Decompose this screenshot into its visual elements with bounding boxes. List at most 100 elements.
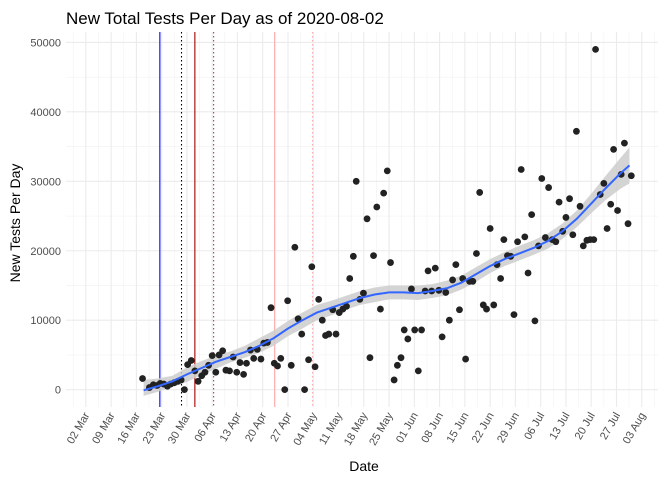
data-point bbox=[545, 184, 553, 191]
data-point bbox=[343, 302, 350, 310]
data-point bbox=[370, 252, 377, 260]
data-point bbox=[187, 357, 195, 364]
data-point bbox=[243, 359, 250, 367]
data-point bbox=[390, 376, 398, 384]
data-point bbox=[521, 233, 529, 241]
data-point bbox=[301, 386, 308, 394]
data-point bbox=[555, 198, 563, 206]
data-point bbox=[566, 195, 573, 203]
data-point bbox=[483, 305, 490, 313]
chart-title: New Total Tests Per Day as of 2020-08-02 bbox=[66, 9, 384, 28]
data-point bbox=[614, 207, 621, 214]
data-point bbox=[194, 377, 202, 385]
data-point bbox=[236, 359, 244, 366]
data-point bbox=[226, 367, 233, 375]
data-point bbox=[473, 250, 480, 257]
data-point bbox=[298, 330, 306, 338]
data-point bbox=[373, 203, 381, 211]
data-point bbox=[383, 167, 391, 175]
data-point bbox=[411, 326, 419, 334]
data-point bbox=[500, 236, 508, 244]
data-point bbox=[377, 305, 384, 313]
data-point bbox=[590, 236, 598, 244]
data-point bbox=[360, 289, 367, 297]
data-point bbox=[552, 238, 560, 246]
y-axis-label: New Tests Per Day bbox=[7, 164, 23, 283]
data-point bbox=[408, 285, 415, 293]
data-point bbox=[139, 375, 146, 382]
data-point bbox=[528, 211, 536, 219]
data-point bbox=[287, 361, 295, 369]
data-point bbox=[449, 276, 456, 284]
data-point bbox=[592, 45, 599, 53]
data-point bbox=[208, 352, 216, 360]
data-point bbox=[418, 326, 425, 334]
data-point bbox=[573, 127, 580, 135]
y-tick-label: 50000 bbox=[30, 37, 61, 49]
data-point bbox=[181, 386, 188, 394]
data-point bbox=[431, 264, 439, 272]
y-tick-label: 30000 bbox=[30, 176, 61, 188]
data-point bbox=[569, 231, 577, 239]
data-point bbox=[404, 335, 412, 343]
data-point bbox=[212, 368, 220, 376]
data-point bbox=[624, 220, 632, 228]
data-point bbox=[531, 317, 539, 325]
data-point bbox=[452, 261, 460, 269]
data-point bbox=[311, 363, 319, 371]
y-tick-label: 20000 bbox=[30, 246, 61, 258]
data-point bbox=[538, 175, 546, 182]
data-point bbox=[346, 275, 354, 282]
data-point bbox=[610, 145, 617, 153]
data-point bbox=[315, 295, 323, 303]
data-point bbox=[476, 189, 484, 196]
data-point bbox=[486, 225, 494, 232]
data-point bbox=[284, 297, 292, 305]
data-point bbox=[267, 304, 275, 312]
data-point bbox=[617, 170, 625, 178]
data-point bbox=[387, 259, 394, 266]
data-point bbox=[576, 202, 584, 210]
data-point bbox=[627, 172, 635, 180]
data-point bbox=[281, 386, 289, 394]
data-point bbox=[352, 177, 360, 185]
data-point bbox=[514, 238, 521, 246]
data-point bbox=[562, 214, 570, 221]
data-point bbox=[291, 243, 299, 251]
data-point bbox=[363, 215, 371, 223]
data-point bbox=[240, 370, 248, 378]
data-point bbox=[456, 306, 463, 314]
data-point bbox=[400, 326, 408, 334]
data-point bbox=[308, 263, 316, 271]
data-point bbox=[414, 367, 422, 375]
data-point bbox=[250, 354, 258, 362]
y-tick-label: 0 bbox=[55, 385, 61, 397]
data-point bbox=[233, 368, 241, 376]
data-point bbox=[469, 277, 477, 285]
data-point bbox=[219, 347, 227, 355]
trend-line bbox=[143, 164, 631, 392]
data-point bbox=[490, 301, 498, 309]
data-point bbox=[318, 316, 326, 324]
x-axis-label: Date bbox=[349, 458, 379, 474]
data-point bbox=[393, 361, 401, 369]
data-point bbox=[607, 200, 615, 208]
data-point bbox=[424, 267, 432, 275]
data-point bbox=[462, 355, 469, 363]
data-point bbox=[349, 252, 357, 260]
data-point bbox=[332, 330, 340, 338]
data-point bbox=[621, 139, 628, 147]
data-point bbox=[277, 354, 285, 362]
data-point bbox=[305, 356, 312, 364]
data-point bbox=[579, 242, 587, 250]
data-point bbox=[201, 368, 209, 376]
y-tick-label: 10000 bbox=[30, 315, 61, 327]
data-point bbox=[325, 330, 333, 338]
data-point bbox=[541, 234, 549, 241]
data-point bbox=[366, 354, 374, 362]
data-point bbox=[257, 355, 265, 363]
data-point bbox=[524, 269, 532, 277]
data-point bbox=[380, 189, 388, 197]
data-point bbox=[445, 316, 453, 324]
